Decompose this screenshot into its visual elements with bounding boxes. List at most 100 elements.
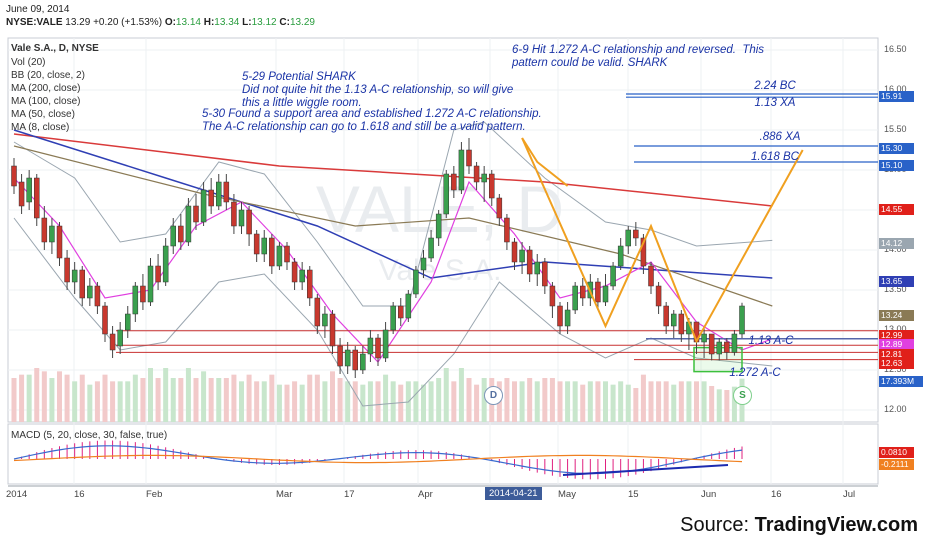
bb-lower <box>13 217 773 407</box>
source-brand[interactable]: TradingView.com <box>754 514 918 536</box>
candle-body <box>731 333 738 353</box>
time-label-apr: Apr <box>418 489 433 500</box>
split-marker[interactable]: S <box>733 386 752 405</box>
price-label: 15.91 <box>879 91 914 102</box>
volume-bar <box>512 381 517 422</box>
level-2-24-bc: 2.24 BC <box>754 80 796 92</box>
volume-bar <box>117 381 123 422</box>
candle-body <box>534 261 540 275</box>
volume-bar <box>322 381 328 422</box>
candle-body <box>344 349 351 367</box>
volume-bar <box>148 368 153 422</box>
level-1-618-bc: 1.618 BC <box>751 151 799 163</box>
candle-body <box>223 181 230 203</box>
time-label-jan16: 16 <box>74 489 85 500</box>
indicator-vol[interactable]: Vol (20) <box>11 57 46 68</box>
volume-bar <box>694 381 699 422</box>
volume-bar <box>185 368 191 422</box>
candle-body <box>564 309 571 327</box>
candle-body <box>246 209 252 235</box>
candle-body <box>253 233 260 255</box>
volume-bar <box>375 381 381 422</box>
price-label: 14.12 <box>879 238 914 249</box>
candle-body <box>572 285 578 311</box>
candle-body <box>557 305 563 327</box>
volume-bar <box>458 368 464 422</box>
indicator-macd[interactable]: MACD (5, 20, close, 30, false, true) <box>11 430 168 441</box>
time-label-mar: Mar <box>276 489 293 500</box>
candle-body <box>405 293 412 319</box>
volume-bar <box>292 381 298 422</box>
candle-body <box>26 177 32 203</box>
price-label: 15.10 <box>879 160 914 171</box>
indicator-ma50[interactable]: MA (50, close) <box>11 109 75 120</box>
volume-bar <box>398 384 404 422</box>
candle-body <box>41 217 48 243</box>
shark-pattern-line <box>521 137 804 344</box>
level-1-272-ac: 1.272 A-C <box>729 367 781 379</box>
candle-body <box>261 237 267 255</box>
symbol-quote: NYSE:VALE 13.29 +0.20 (+1.53%) O:13.14 H… <box>6 17 315 28</box>
price-tick-label: 13.50 <box>884 284 907 294</box>
indicator-ma200[interactable]: MA (200, close) <box>11 83 81 94</box>
candle-body <box>18 181 25 207</box>
indicator-bb[interactable]: BB (20, close, 2) <box>11 70 85 81</box>
candle-body <box>473 165 480 183</box>
volume-bar <box>595 381 601 422</box>
candle-body <box>413 269 419 295</box>
time-label-crosshair: 2014-04-21 <box>485 487 542 500</box>
candle-body <box>56 225 63 259</box>
symbol[interactable]: NYSE:VALE <box>6 17 63 28</box>
candle-body <box>390 305 396 331</box>
time-label-jul: Jul <box>843 489 856 500</box>
volume-bar <box>239 381 244 422</box>
indicator-ma100[interactable]: MA (100, close) <box>11 96 81 107</box>
volume-bar <box>686 381 692 422</box>
candle-body <box>132 285 139 315</box>
candle-body <box>352 349 358 371</box>
note-6-9: 6-9 Hit 1.272 A-C relationship and rever… <box>512 44 765 69</box>
candle-body <box>367 337 374 355</box>
candle-body <box>466 149 472 167</box>
volume-bar <box>443 368 449 422</box>
volume-bar <box>451 381 457 422</box>
candle-body <box>496 197 503 219</box>
candle-body <box>109 333 116 351</box>
volume-bar <box>557 381 563 422</box>
volume-bar <box>64 374 70 422</box>
candle-body <box>79 269 85 299</box>
indicator-ma8[interactable]: MA (8, close) <box>11 122 70 133</box>
volume-bar <box>299 384 305 422</box>
volume-bar <box>474 384 480 422</box>
volume-bar <box>731 386 737 422</box>
volume-bar <box>41 371 47 422</box>
volume-bar <box>466 378 472 422</box>
time-label-feb: Feb <box>146 489 163 500</box>
volume-bar <box>648 381 654 422</box>
candle-body <box>71 269 78 283</box>
candle-body <box>322 313 328 327</box>
volume-bar <box>618 381 624 422</box>
volume-bar <box>110 381 116 422</box>
candle-body <box>49 225 55 243</box>
macd-signal-line <box>13 454 743 464</box>
high-value: 13.34 <box>214 17 240 28</box>
candle-body <box>663 305 669 327</box>
volume-bar <box>436 378 442 422</box>
price-label: 17.393M <box>879 376 923 387</box>
time-label-jun: Jun <box>701 489 717 500</box>
candle-body <box>504 217 510 243</box>
dividend-marker[interactable]: D <box>484 386 503 405</box>
volume-bar <box>261 381 267 422</box>
candle-body <box>375 337 381 359</box>
volume-bar <box>231 374 237 422</box>
volume-bar <box>57 371 62 422</box>
price-label: 12.63 <box>879 358 914 369</box>
candle-body <box>87 285 93 299</box>
candle-body <box>671 313 677 327</box>
volume-bar <box>413 381 419 422</box>
candle-body <box>238 209 245 227</box>
volume-bar <box>26 374 32 422</box>
volume-bar <box>527 378 533 422</box>
